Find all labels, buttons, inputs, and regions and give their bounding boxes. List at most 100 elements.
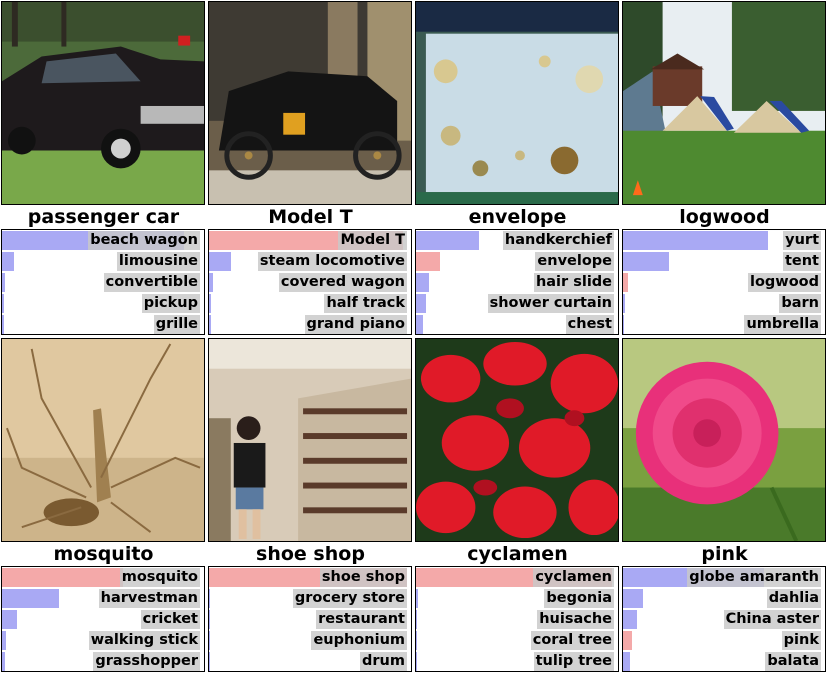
prediction-label: balata bbox=[765, 652, 821, 671]
panel-mosquito: mosquito mosquito harvestman cricket wal… bbox=[0, 337, 207, 674]
prediction-label: drum bbox=[360, 652, 407, 671]
probability-bar bbox=[2, 315, 4, 334]
prediction-label: huisache bbox=[537, 610, 614, 629]
probability-bar bbox=[209, 294, 212, 313]
probability-bar bbox=[416, 231, 479, 250]
photo-shoe-shop bbox=[208, 338, 412, 542]
prediction-label: begonia bbox=[544, 589, 614, 608]
probability-bar bbox=[209, 652, 210, 671]
panel-title: logwood bbox=[679, 206, 770, 228]
photo-dahlia bbox=[622, 338, 826, 542]
probability-bar bbox=[623, 652, 631, 671]
prediction-label: euphonium bbox=[311, 631, 407, 650]
probability-bar bbox=[209, 610, 210, 629]
probability-bar bbox=[209, 589, 210, 608]
photo-cyclamen bbox=[415, 338, 619, 542]
probability-bar bbox=[2, 610, 18, 629]
prediction-label: beach wagon bbox=[88, 231, 200, 250]
prediction-label: covered wagon bbox=[278, 273, 407, 292]
probability-bar bbox=[209, 252, 232, 271]
prediction-label: chest bbox=[565, 315, 614, 334]
panel-envelope: envelope handkerchief envelope hair slid… bbox=[414, 0, 621, 337]
probability-bar bbox=[209, 631, 210, 650]
probability-bar bbox=[416, 294, 427, 313]
probability-bar bbox=[2, 294, 5, 313]
probability-bar bbox=[416, 315, 424, 334]
prediction-label: cyclamen bbox=[533, 568, 614, 587]
probability-bar bbox=[2, 252, 15, 271]
probability-bar bbox=[416, 252, 441, 271]
prediction-label: Model T bbox=[338, 231, 407, 250]
probability-bar bbox=[623, 610, 638, 629]
probability-bar bbox=[2, 568, 124, 587]
prediction-label: limousine bbox=[116, 252, 200, 271]
probability-bar bbox=[416, 589, 419, 608]
panel-title: Model T bbox=[268, 206, 353, 228]
panel-model-t: Model T Model T steam locomotive covered… bbox=[207, 0, 414, 337]
photo-model-t bbox=[208, 1, 412, 205]
panel-cyclamen: cyclamen cyclamen begonia huisache coral… bbox=[414, 337, 621, 674]
prediction-label: grocery store bbox=[292, 589, 407, 608]
panel-title: mosquito bbox=[53, 543, 154, 565]
probability-bar bbox=[623, 589, 644, 608]
prediction-list: yurt tent logwood barn umbrella bbox=[622, 229, 826, 335]
prediction-label: dahlia bbox=[766, 589, 821, 608]
panel-shoe-shop: shoe shop shoe shop grocery store restau… bbox=[207, 337, 414, 674]
probability-bar bbox=[416, 610, 417, 629]
prediction-label: pickup bbox=[141, 294, 200, 313]
probability-bar bbox=[623, 252, 670, 271]
prediction-list: handkerchief envelope hair slide shower … bbox=[415, 229, 619, 335]
probability-bar bbox=[209, 273, 214, 292]
probability-bar bbox=[2, 631, 7, 650]
prediction-label: pink bbox=[781, 631, 821, 650]
prediction-list: shoe shop grocery store restaurant eupho… bbox=[208, 566, 412, 672]
prediction-label: barn bbox=[779, 294, 821, 313]
prediction-label: walking stick bbox=[88, 631, 200, 650]
prediction-label: restaurant bbox=[316, 610, 407, 629]
probability-bar bbox=[623, 294, 625, 313]
prediction-label: shower curtain bbox=[487, 294, 614, 313]
prediction-label: grasshopper bbox=[93, 652, 200, 671]
panel-title: pink bbox=[701, 543, 748, 565]
probability-bar bbox=[623, 273, 629, 292]
prediction-list: mosquito harvestman cricket walking stic… bbox=[1, 566, 205, 672]
prediction-label: logwood bbox=[747, 273, 821, 292]
probability-bar bbox=[2, 273, 6, 292]
prediction-label: grille bbox=[153, 315, 200, 334]
prediction-label: yurt bbox=[783, 231, 821, 250]
prediction-label: mosquito bbox=[119, 568, 200, 587]
panel-title: envelope bbox=[468, 206, 567, 228]
prediction-label: hair slide bbox=[533, 273, 614, 292]
prediction-label: tent bbox=[782, 252, 821, 271]
prediction-label: umbrella bbox=[744, 315, 821, 334]
prediction-label: globe amaranth bbox=[687, 568, 821, 587]
prediction-label: cricket bbox=[140, 610, 200, 629]
probability-bar bbox=[416, 652, 417, 671]
probability-bar bbox=[623, 231, 769, 250]
photo-mosquito bbox=[1, 338, 205, 542]
probability-bar bbox=[2, 652, 6, 671]
prediction-label: handkerchief bbox=[502, 231, 614, 250]
probability-bar bbox=[209, 315, 211, 334]
panel-logwood: logwood yurt tent logwood barn umbrella bbox=[621, 0, 828, 337]
prediction-label: tulip tree bbox=[533, 652, 614, 671]
prediction-list: Model T steam locomotive covered wagon h… bbox=[208, 229, 412, 335]
panel-title: shoe shop bbox=[256, 543, 365, 565]
panel-title: passenger car bbox=[27, 206, 180, 228]
panel-title: cyclamen bbox=[467, 543, 568, 565]
prediction-label: coral tree bbox=[530, 631, 614, 650]
prediction-list: cyclamen begonia huisache coral tree tul… bbox=[415, 566, 619, 672]
prediction-list: globe amaranth dahlia China aster pink b… bbox=[622, 566, 826, 672]
prediction-label: harvestman bbox=[98, 589, 200, 608]
prediction-label: China aster bbox=[723, 610, 821, 629]
prediction-list: beach wagon limousine convertible pickup… bbox=[1, 229, 205, 335]
prediction-label: envelope bbox=[535, 252, 614, 271]
prediction-label: shoe shop bbox=[319, 568, 407, 587]
prediction-label: half track bbox=[324, 294, 407, 313]
probability-bar bbox=[416, 273, 430, 292]
panel-passenger-car: passenger car beach wagon limousine conv… bbox=[0, 0, 207, 337]
probability-bar bbox=[623, 631, 633, 650]
probability-bar bbox=[2, 589, 59, 608]
prediction-label: convertible bbox=[103, 273, 200, 292]
prediction-label: grand piano bbox=[304, 315, 407, 334]
